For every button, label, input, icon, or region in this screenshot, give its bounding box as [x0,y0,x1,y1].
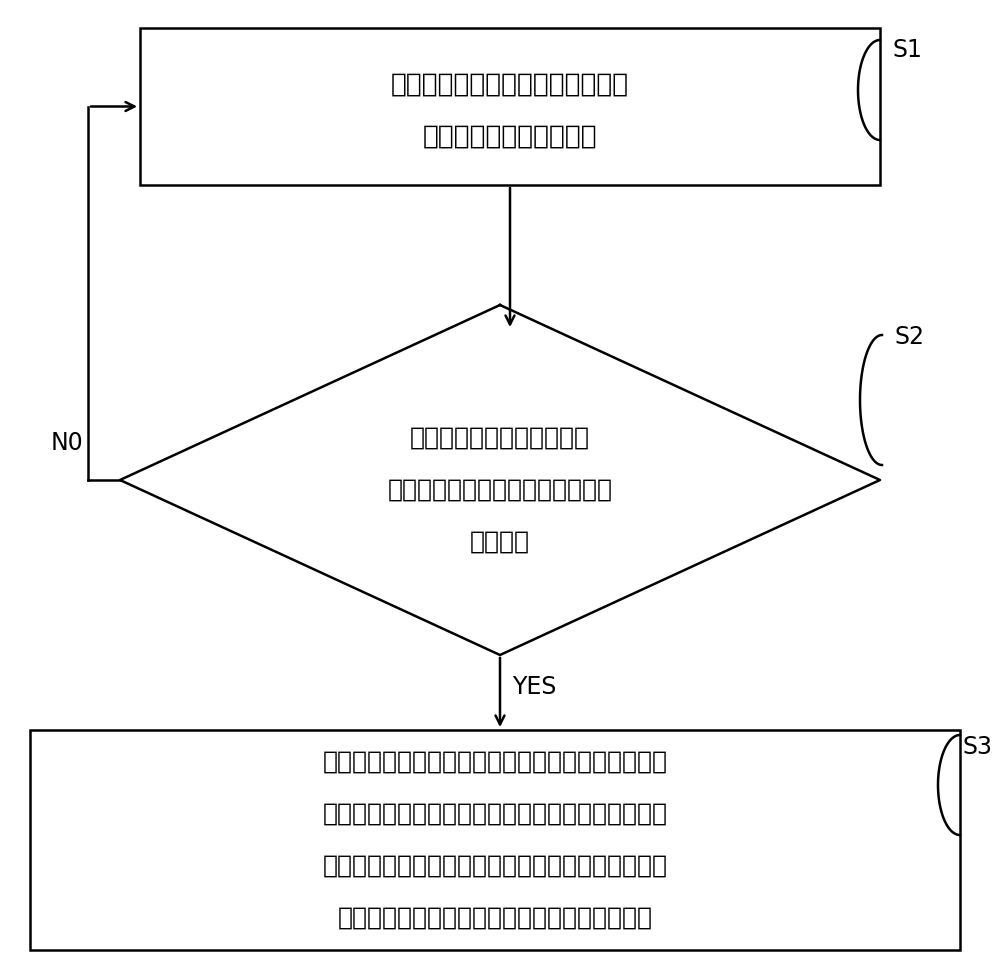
Text: YES: YES [512,675,556,699]
Text: 预设时间: 预设时间 [470,530,530,554]
Text: 述压缩机以第一频率运行: 述压缩机以第一频率运行 [423,123,597,149]
Text: S2: S2 [895,325,925,349]
Text: 在单制冷或单制热模式下，控制所: 在单制冷或单制热模式下，控制所 [391,72,629,98]
Text: 所述空调系统进入回油状态，控制所述压缩机、第三: 所述空调系统进入回油状态，控制所述压缩机、第三 [322,750,668,774]
Text: N0: N0 [50,431,83,455]
Text: S3: S3 [963,735,993,759]
Text: 管路、第二管路及气液分离器依次连通形成冷媒循环: 管路、第二管路及气液分离器依次连通形成冷媒循环 [322,802,668,826]
Text: S1: S1 [893,38,923,62]
Text: 、室内换热器、第二管路及气液分离器依次连通: 、室内换热器、第二管路及气液分离器依次连通 [338,906,652,930]
Text: 判断所述压缩机以所述第一: 判断所述压缩机以所述第一 [410,426,590,450]
Text: 回路，且，控制所述压缩机、室外换热器、第一管路: 回路，且，控制所述压缩机、室外换热器、第一管路 [322,854,668,878]
Text: 频率运行的运行时间是否达到第一: 频率运行的运行时间是否达到第一 [388,478,612,502]
